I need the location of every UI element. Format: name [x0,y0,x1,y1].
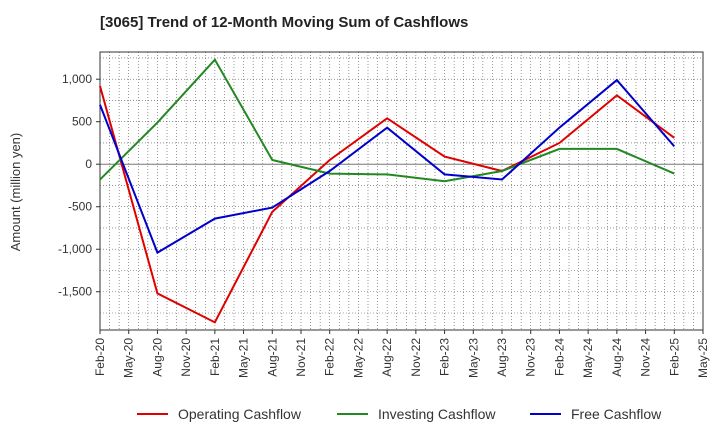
free-cashflow-line [99,78,676,255]
x-tick-label: Feb-25 [667,338,681,376]
x-tick-label: Aug-21 [265,338,279,377]
x-tick-label: Feb-22 [323,338,337,376]
x-tick-label: Feb-24 [552,338,566,376]
legend-label-operating-cashflow: Operating Cashflow [178,406,302,422]
y-tick-label: 1,000 [62,72,92,86]
x-tick-label: May-20 [122,338,136,378]
x-tick-label: Aug-24 [610,338,624,377]
legend-label-investing-cashflow: Investing Cashflow [378,406,496,422]
chart-title: [3065] Trend of 12-Month Moving Sum of C… [100,14,469,31]
x-tick-label: May-22 [351,338,365,378]
y-tick-label: -1,000 [58,242,92,256]
plot-frame [99,51,704,331]
y-tick-label: -500 [68,200,92,214]
x-tick-label: Nov-23 [524,338,538,377]
x-tick-label: Aug-22 [380,338,394,377]
y-tick-label: 500 [72,115,92,129]
x-tick-label: Feb-20 [93,338,107,376]
operating-cashflow-line [99,85,675,324]
x-tick-label: Aug-23 [495,338,509,377]
x-tick-label: Nov-20 [179,338,193,377]
investing-cashflow-line [99,57,675,183]
y-axis-label: Amount (million yen) [8,133,23,252]
y-tick-label: -1,500 [58,285,92,299]
y-tick-label: 0 [85,157,92,171]
x-tick-label: May-21 [237,338,251,378]
x-tick-label: Nov-21 [294,338,308,377]
x-tick-label: Nov-24 [639,338,653,377]
x-tick-label: May-24 [581,338,595,378]
legend-label-free-cashflow: Free Cashflow [571,406,662,422]
x-tick-label: May-23 [466,338,480,378]
x-tick-label: Feb-23 [438,338,452,376]
x-tick-label: May-25 [696,338,710,378]
x-tick-label: Feb-21 [208,338,222,376]
x-tick-label: Aug-20 [150,338,164,377]
x-tick-label: Nov-22 [409,338,423,377]
